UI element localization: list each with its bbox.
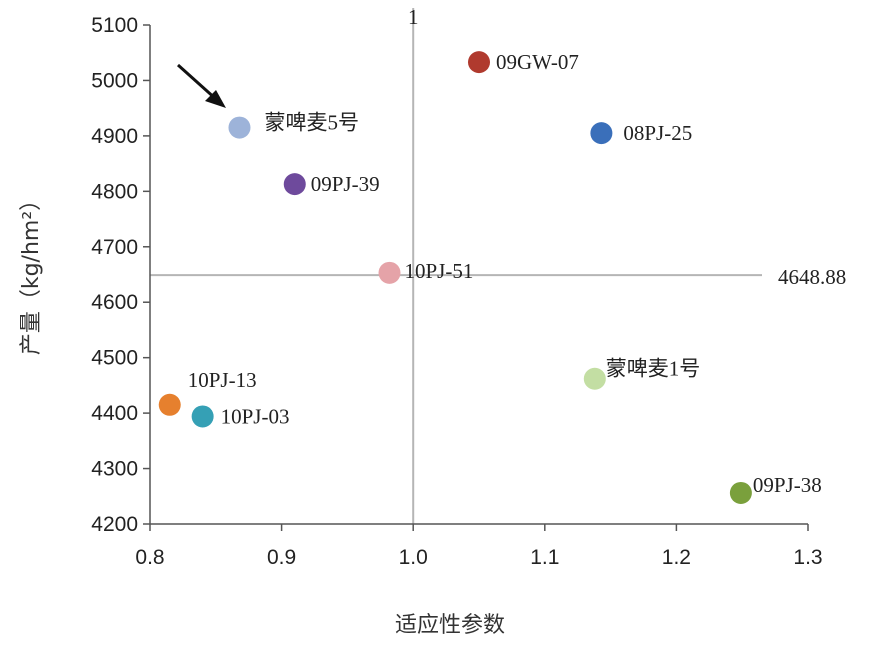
y-tick-label: 4300 [91,458,138,481]
y-tick-label: 4600 [91,291,138,314]
highlight-arrow-head [205,90,226,108]
data-point [590,122,613,145]
y-tick-label: 5000 [91,69,138,92]
x-tick-label: 1.0 [399,546,428,569]
data-point [583,367,606,390]
x-tick-label: 1.3 [793,546,822,569]
y-tick-label: 4700 [91,236,138,259]
x-tick-label: 1.2 [662,546,691,569]
data-point [283,173,306,196]
y-tick-label: 4400 [91,402,138,425]
data-point [468,51,490,74]
horizontal-reference-label: 4648.88 [778,265,846,289]
data-point [729,481,752,504]
vertical-reference-label: 1 [408,5,419,29]
y-tick-label: 4200 [91,513,138,536]
data-point [378,261,401,284]
y-tick-label: 4800 [91,180,138,203]
data-points: 09GW-07 08PJ-25 蒙啤麦5号 09PJ-39 10PJ-51 蒙啤麦1号 10… [158,50,822,504]
point-label: 蒙啤麦5号 [264,111,359,135]
x-tick-label: 0.8 [135,546,164,569]
axes: 4200 4300 4400 4500 4600 4700 4800 4900 5000 5100… [91,14,822,569]
x-tick-label: 0.9 [267,546,296,569]
x-tick-label: 1.1 [530,546,559,569]
x-axis-title: 适应性参数 [395,613,505,638]
point-label: 08PJ-25 [623,121,692,145]
y-axis-title: 产量（kg/hm²） [19,189,44,355]
point-label: 10PJ-51 [405,259,474,283]
y-tick-label: 5100 [91,14,138,37]
reference-lines: 1 4648.88 [150,5,846,524]
data-point [228,116,251,139]
data-point [158,393,181,416]
annotations [176,63,226,108]
data-point [191,405,214,428]
y-tick-label: 4500 [91,347,138,370]
y-tick-label: 4900 [91,125,138,148]
point-label: 09PJ-39 [311,172,380,196]
point-label: 蒙啤麦1号 [606,357,701,381]
highlight-arrow-shaft [176,63,219,102]
point-label: 10PJ-03 [221,404,290,428]
point-label: 10PJ-13 [188,368,257,392]
point-label: 09GW-07 [496,50,579,74]
point-label: 09PJ-38 [753,473,822,497]
